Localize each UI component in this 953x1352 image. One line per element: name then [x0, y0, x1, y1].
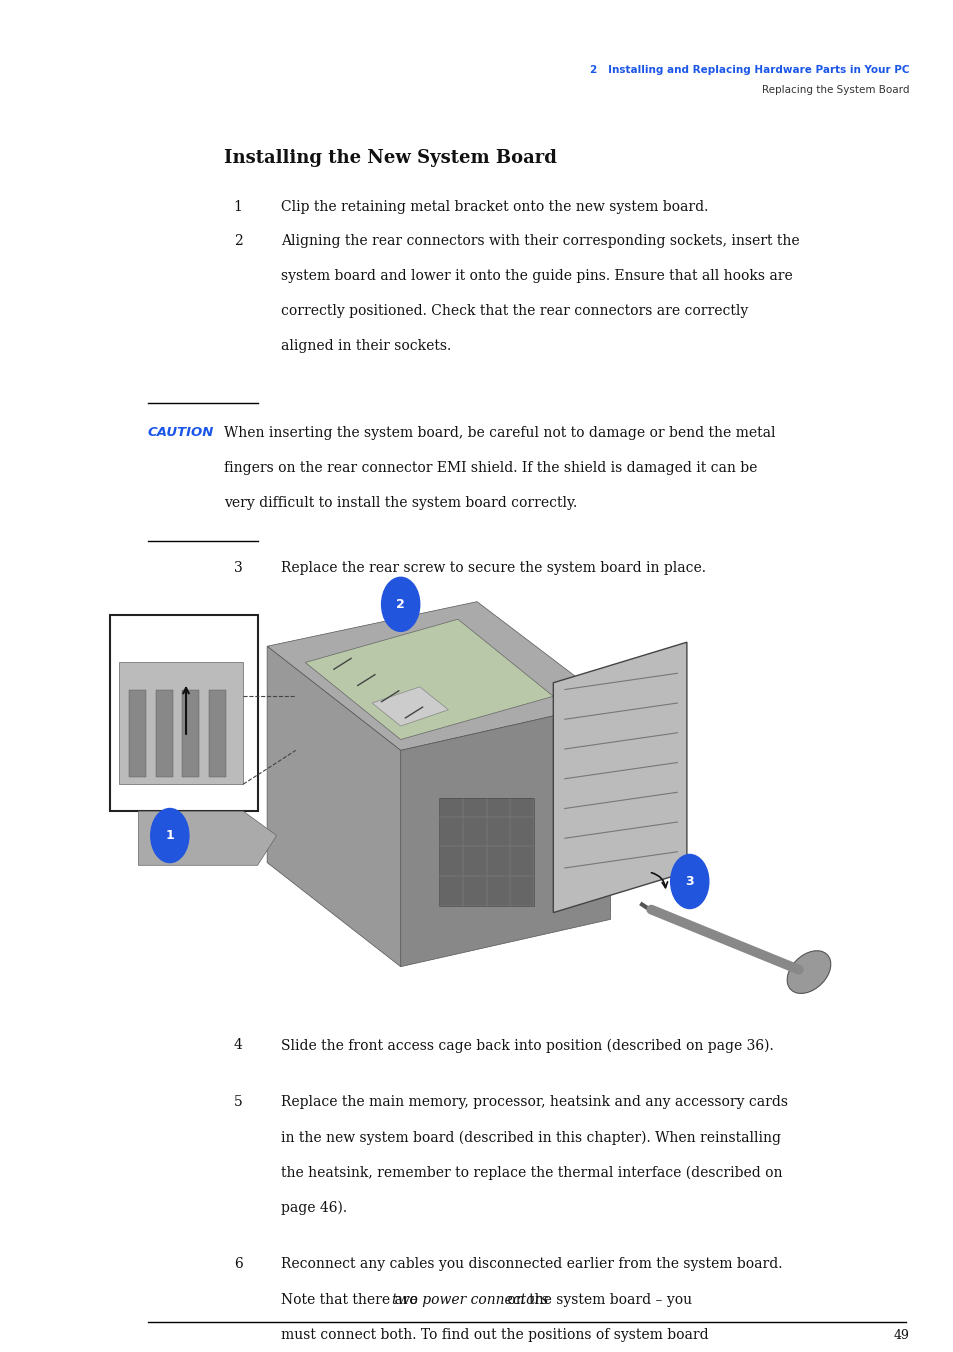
Polygon shape	[119, 662, 243, 784]
Text: 2: 2	[233, 234, 242, 247]
Text: Replace the rear screw to secure the system board in place.: Replace the rear screw to secure the sys…	[281, 561, 705, 575]
Text: system board and lower it onto the guide pins. Ensure that all hooks are: system board and lower it onto the guide…	[281, 269, 792, 283]
Circle shape	[151, 808, 189, 863]
Text: in the new system board (described in this chapter). When reinstalling: in the new system board (described in th…	[281, 1130, 781, 1145]
Text: must connect both. To find out the positions of system board: must connect both. To find out the posit…	[281, 1328, 708, 1341]
Polygon shape	[267, 646, 400, 967]
Circle shape	[670, 854, 708, 909]
Text: the heatsink, remember to replace the thermal interface (described on: the heatsink, remember to replace the th…	[281, 1165, 782, 1180]
Text: 1: 1	[233, 200, 242, 214]
Text: 2: 2	[395, 598, 405, 611]
Text: Clip the retaining metal bracket onto the new system board.: Clip the retaining metal bracket onto th…	[281, 200, 708, 214]
Text: CAUTION: CAUTION	[148, 426, 214, 439]
Text: correctly positioned. Check that the rear connectors are correctly: correctly positioned. Check that the rea…	[281, 304, 748, 318]
Text: Installing the New System Board: Installing the New System Board	[224, 149, 557, 166]
Polygon shape	[372, 687, 448, 726]
Text: 3: 3	[233, 561, 242, 575]
Text: Aligning the rear connectors with their corresponding sockets, insert the: Aligning the rear connectors with their …	[281, 234, 800, 247]
Polygon shape	[305, 619, 553, 740]
FancyBboxPatch shape	[438, 798, 534, 906]
Text: Slide the front access cage back into position (described on page 36).: Slide the front access cage back into po…	[281, 1038, 774, 1053]
Text: Replacing the System Board: Replacing the System Board	[760, 85, 908, 95]
Polygon shape	[553, 642, 686, 913]
Polygon shape	[138, 811, 276, 865]
Text: 2   Installing and Replacing Hardware Parts in Your PC: 2 Installing and Replacing Hardware Part…	[589, 65, 908, 74]
Text: Replace the main memory, processor, heatsink and any accessory cards: Replace the main memory, processor, heat…	[281, 1095, 787, 1109]
FancyBboxPatch shape	[110, 615, 257, 811]
FancyBboxPatch shape	[129, 690, 146, 777]
Text: 4: 4	[233, 1038, 242, 1052]
Ellipse shape	[786, 950, 830, 994]
Text: When inserting the system board, be careful not to damage or bend the metal: When inserting the system board, be care…	[224, 426, 775, 439]
Polygon shape	[267, 602, 610, 750]
Text: 5: 5	[233, 1095, 242, 1109]
Circle shape	[381, 577, 419, 631]
Text: aligned in their sockets.: aligned in their sockets.	[281, 339, 451, 353]
Text: page 46).: page 46).	[281, 1201, 347, 1215]
Text: Note that there are: Note that there are	[281, 1293, 422, 1306]
Text: fingers on the rear connector EMI shield. If the shield is damaged it can be: fingers on the rear connector EMI shield…	[224, 461, 757, 475]
Text: two power connectors: two power connectors	[392, 1293, 548, 1306]
Text: 1: 1	[165, 829, 174, 842]
Text: 49: 49	[892, 1329, 908, 1343]
Text: very difficult to install the system board correctly.: very difficult to install the system boa…	[224, 496, 577, 510]
Text: on the system board – you: on the system board – you	[502, 1293, 691, 1306]
FancyBboxPatch shape	[209, 690, 226, 777]
Text: 6: 6	[233, 1257, 242, 1271]
FancyBboxPatch shape	[155, 690, 172, 777]
Polygon shape	[400, 703, 610, 967]
Text: Reconnect any cables you disconnected earlier from the system board.: Reconnect any cables you disconnected ea…	[281, 1257, 782, 1271]
Text: 3: 3	[684, 875, 694, 888]
FancyBboxPatch shape	[182, 690, 199, 777]
